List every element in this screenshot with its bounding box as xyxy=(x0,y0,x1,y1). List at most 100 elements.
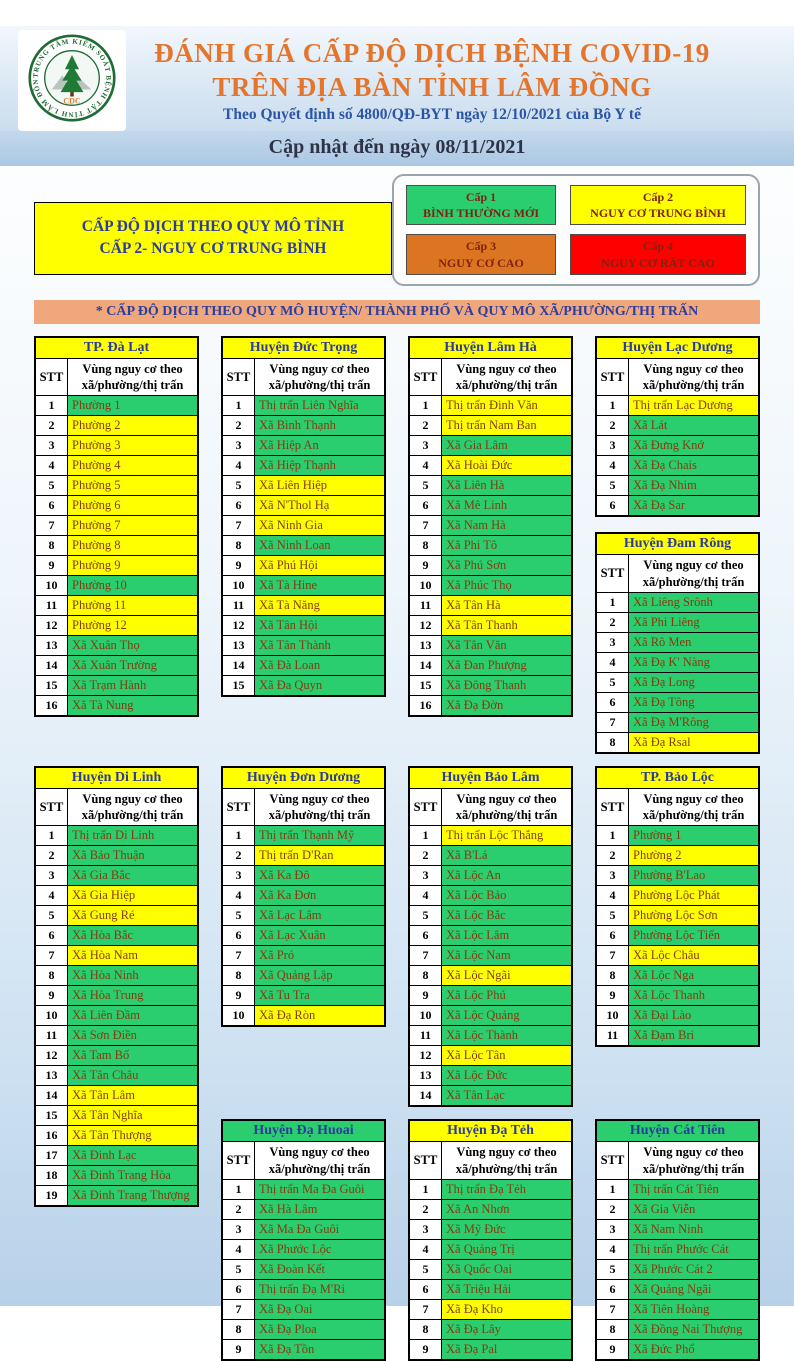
row-stt: 7 xyxy=(408,1298,442,1320)
row-stt: 14 xyxy=(408,655,442,677)
commune-cell: Xã Ninh Loan xyxy=(254,535,386,557)
table-row: 8 Xã Đồng Nai Thượng xyxy=(595,1318,760,1340)
table-row: 5 Xã Lạc Lâm xyxy=(221,905,386,927)
commune-cell: Phường 3 xyxy=(67,435,199,457)
commune-cell: Phường 9 xyxy=(67,555,199,577)
stt-column-header: STT xyxy=(595,554,629,593)
district-name: Huyện Đơn Dương xyxy=(221,766,386,789)
row-stt: 16 xyxy=(408,695,442,717)
table-row: 8 Xã Ninh Loan xyxy=(221,535,386,557)
row-stt: 1 xyxy=(34,825,68,847)
row-stt: 2 xyxy=(221,1198,255,1220)
commune-cell: Xã Tà Năng xyxy=(254,595,386,617)
zone-column-header: Vùng nguy cơ theo xã/phường/thị trấn xyxy=(441,787,573,827)
table-row: 8 Xã Hòa Ninh xyxy=(34,965,199,987)
table-row: 15 Xã Đông Thanh xyxy=(408,675,573,697)
table-row: 3 Xã Gia Bắc xyxy=(34,865,199,887)
table-row: 1 Thị trấn Lộc Thắng xyxy=(408,825,573,847)
table-row: 5 Xã Đạ Nhim xyxy=(595,475,760,497)
commune-cell: Xã Xuân Thọ xyxy=(67,635,199,657)
table-row: 10 Xã Đại Lào xyxy=(595,1005,760,1027)
table-row: 12 Xã Lộc Tân xyxy=(408,1045,573,1067)
row-stt: 13 xyxy=(34,635,68,657)
commune-cell: Xã Liên Hà xyxy=(441,475,573,497)
table-row: 4 Phường Lộc Phát xyxy=(595,885,760,907)
table-row: 6 Xã Lạc Xuân xyxy=(221,925,386,947)
row-stt: 9 xyxy=(408,985,442,1007)
district-table-di-linh: Huyện Di Linh STT Vùng nguy cơ theo xã/p… xyxy=(34,765,199,1208)
commune-cell: Xã Gung Ré xyxy=(67,905,199,927)
row-stt: 4 xyxy=(34,455,68,477)
district-name: TP. Bảo Lộc xyxy=(595,766,760,789)
stt-column-header: STT xyxy=(221,787,255,827)
commune-cell: Xã Đông Thanh xyxy=(441,675,573,697)
commune-cell: Xã Đạ Ploa xyxy=(254,1318,386,1340)
commune-cell: Xã Phước Lộc xyxy=(254,1238,386,1260)
commune-cell: Thị trấn Thạnh Mỹ xyxy=(254,825,386,847)
district-name: Huyện Đạ Huoai xyxy=(221,1119,386,1143)
row-stt: 17 xyxy=(34,1145,68,1167)
commune-cell: Xã Đa Quyn xyxy=(254,675,386,697)
commune-cell: Thị trấn Đinh Văn xyxy=(441,395,573,417)
table-row: 2 Phường 2 xyxy=(34,415,199,437)
table-row: 14 Xã Tân Lạc xyxy=(408,1085,573,1107)
table-row: 4 Xã Đạ K' Nàng xyxy=(595,651,760,673)
commune-cell: Thị trấn Phước Cát xyxy=(628,1238,760,1260)
table-row: 8 Xã Phi Tô xyxy=(408,535,573,557)
table-row: 7 Xã Đạ Kho xyxy=(408,1298,573,1320)
zone-column-header: Vùng nguy cơ theo xã/phường/thị trấn xyxy=(441,1141,573,1180)
commune-cell: Phường Lộc Sơn xyxy=(628,905,760,927)
table-row: 3 Xã Nam Ninh xyxy=(595,1218,760,1240)
row-stt: 1 xyxy=(34,395,68,417)
commune-cell: Xã Đinh Trang Hòa xyxy=(67,1165,199,1187)
legend-label: NGUY CƠ TRUNG BÌNH xyxy=(590,206,726,221)
row-stt: 13 xyxy=(221,635,255,657)
table-row: 6 Xã Đạ Sar xyxy=(595,495,760,517)
row-stt: 11 xyxy=(221,595,255,617)
row-stt: 10 xyxy=(221,575,255,597)
row-stt: 7 xyxy=(34,945,68,967)
row-stt: 2 xyxy=(221,845,255,867)
row-stt: 3 xyxy=(221,865,255,887)
commune-cell: Xã Lộc Ngãi xyxy=(441,965,573,987)
commune-cell: Thị trấn Lạc Dương xyxy=(628,395,760,417)
row-stt: 8 xyxy=(595,731,629,754)
district-table-dam-rong: Huyện Đam Rông STT Vùng nguy cơ theo xã/… xyxy=(595,532,760,754)
stt-column-header: STT xyxy=(221,1141,255,1180)
commune-cell: Xã Tân Văn xyxy=(441,635,573,657)
commune-cell: Xã Đạ Tồn xyxy=(254,1338,386,1361)
row-stt: 9 xyxy=(34,555,68,577)
stt-column-header: STT xyxy=(595,1141,629,1180)
commune-cell: Xã Tà Nung xyxy=(67,695,199,717)
commune-cell: Thị trấn Cát Tiên xyxy=(628,1178,760,1200)
district-name: Huyện Đức Trọng xyxy=(221,336,386,359)
commune-cell: Thị trấn Đạ Tẻh xyxy=(441,1178,573,1200)
district-table: Huyện Đơn Dương STT Vùng nguy cơ theo xã… xyxy=(221,765,386,1028)
table-row: 2 Xã Phi Liêng xyxy=(595,611,760,633)
commune-cell: Phường 8 xyxy=(67,535,199,557)
table-row: 16 Xã Tân Thượng xyxy=(34,1125,199,1147)
commune-cell: Xã Tu Tra xyxy=(254,985,386,1007)
district-table: Huyện Bảo Lâm STT Vùng nguy cơ theo xã/p… xyxy=(408,765,573,1108)
district-table: Huyện Lâm Hà STT Vùng nguy cơ theo xã/ph… xyxy=(408,335,573,718)
district-name: Huyện Bảo Lâm xyxy=(408,766,573,789)
district-table: Huyện Đạ Huoai STT Vùng nguy cơ theo xã/… xyxy=(221,1119,386,1361)
table-row: 16 Xã Đạ Đờn xyxy=(408,695,573,717)
commune-cell: Phường Lộc Phát xyxy=(628,885,760,907)
commune-cell: Xã Bảo Thuận xyxy=(67,845,199,867)
table-row: 7 Xã Lộc Châu xyxy=(595,945,760,967)
row-stt: 3 xyxy=(595,1218,629,1240)
update-date-text: Cập nhật đến ngày 08/11/2021 xyxy=(268,136,526,158)
row-stt: 6 xyxy=(34,495,68,517)
report-title-line1: ĐÁNH GIÁ CẤP ĐỘ DỊCH BỆNH COVID-19 xyxy=(154,37,710,68)
row-stt: 4 xyxy=(221,1238,255,1260)
table-row: 2 Xã Lát xyxy=(595,415,760,437)
table-row: 9 Xã Phú Hội xyxy=(221,555,386,577)
row-stt: 12 xyxy=(408,615,442,637)
row-stt: 15 xyxy=(34,1105,68,1127)
table-row: 3 Xã Đưng Knớ xyxy=(595,435,760,457)
table-row: 9 Xã Đức Phổ xyxy=(595,1338,760,1361)
commune-cell: Phường 10 xyxy=(67,575,199,597)
district-table-da-lat: TP. Đà Lạt STT Vùng nguy cơ theo xã/phườ… xyxy=(34,335,199,718)
row-stt: 8 xyxy=(595,1318,629,1340)
